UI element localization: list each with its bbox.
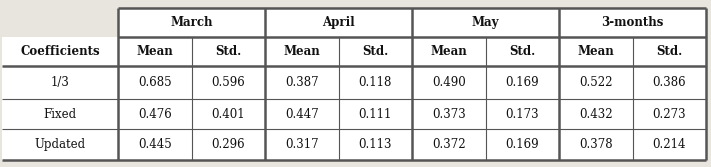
- Text: 0.113: 0.113: [358, 138, 392, 151]
- Text: Mean: Mean: [577, 45, 614, 58]
- Text: 0.118: 0.118: [358, 76, 392, 89]
- Text: 0.685: 0.685: [138, 76, 171, 89]
- Text: 0.401: 0.401: [211, 108, 245, 121]
- Text: 0.273: 0.273: [653, 108, 686, 121]
- Bar: [2, 66, 706, 99]
- Text: 0.522: 0.522: [579, 76, 612, 89]
- Text: Std.: Std.: [215, 45, 241, 58]
- Text: 0.111: 0.111: [358, 108, 392, 121]
- Text: 0.214: 0.214: [653, 138, 686, 151]
- Bar: [2, 129, 706, 160]
- Text: 0.387: 0.387: [285, 76, 319, 89]
- Text: 0.372: 0.372: [432, 138, 466, 151]
- Text: Mean: Mean: [284, 45, 320, 58]
- Text: 0.317: 0.317: [285, 138, 319, 151]
- Text: 0.596: 0.596: [211, 76, 245, 89]
- Text: Std.: Std.: [509, 45, 535, 58]
- Text: 0.445: 0.445: [138, 138, 171, 151]
- Text: 0.432: 0.432: [579, 108, 613, 121]
- Text: 0.386: 0.386: [653, 76, 686, 89]
- Text: March: March: [170, 16, 213, 29]
- Bar: [118, 8, 706, 37]
- Text: 0.296: 0.296: [211, 138, 245, 151]
- Text: 1/3: 1/3: [50, 76, 70, 89]
- Text: 0.169: 0.169: [506, 138, 539, 151]
- Text: Std.: Std.: [362, 45, 388, 58]
- Text: 0.169: 0.169: [506, 76, 539, 89]
- Text: Mean: Mean: [430, 45, 467, 58]
- Text: 0.490: 0.490: [432, 76, 466, 89]
- Text: 0.476: 0.476: [138, 108, 171, 121]
- Text: April: April: [322, 16, 355, 29]
- Text: 0.447: 0.447: [285, 108, 319, 121]
- Text: Coefficients: Coefficients: [20, 45, 100, 58]
- Text: 0.173: 0.173: [506, 108, 539, 121]
- Text: Std.: Std.: [656, 45, 683, 58]
- Text: Fixed: Fixed: [43, 108, 77, 121]
- Text: Updated: Updated: [34, 138, 85, 151]
- Text: Mean: Mean: [137, 45, 173, 58]
- Text: 0.373: 0.373: [432, 108, 466, 121]
- Text: 0.378: 0.378: [579, 138, 613, 151]
- Bar: [2, 37, 706, 66]
- Bar: [2, 99, 706, 129]
- Text: 3-months: 3-months: [602, 16, 663, 29]
- Text: May: May: [472, 16, 499, 29]
